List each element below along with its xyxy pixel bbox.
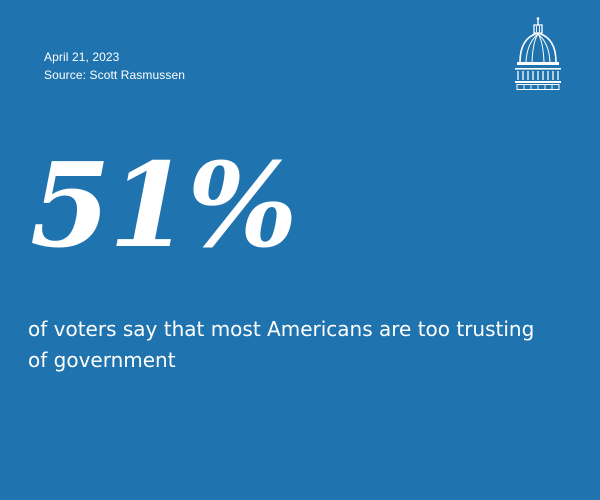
capitol-dome-icon <box>515 17 561 90</box>
stat-value: 51% <box>30 138 298 274</box>
meta-block: April 21, 2023 Source: Scott Rasmussen <box>44 48 185 84</box>
source-label: Source: Scott Rasmussen <box>44 68 186 82</box>
publish-date: April 21, 2023 <box>44 50 120 64</box>
stat-caption: of voters say that most Americans are to… <box>28 317 535 372</box>
